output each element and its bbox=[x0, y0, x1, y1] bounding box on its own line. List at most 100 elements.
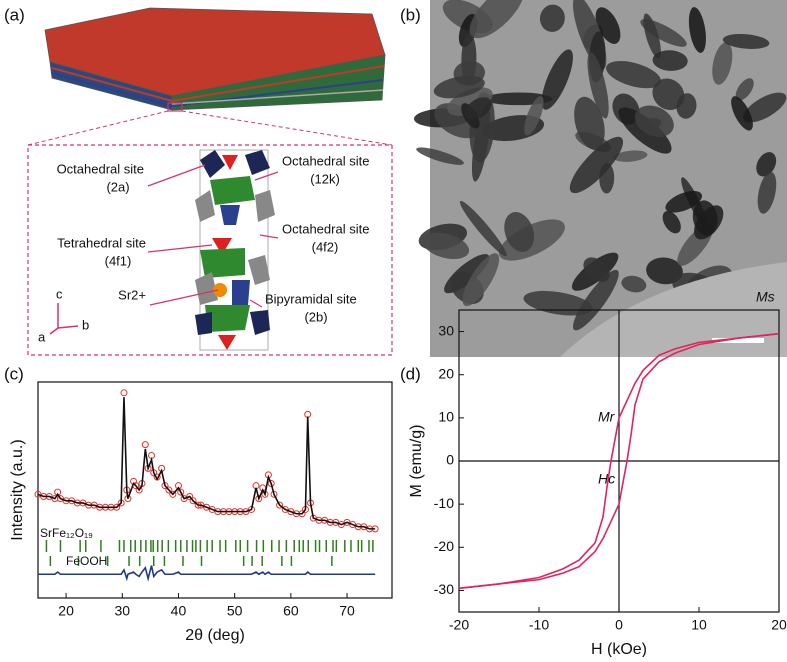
particle bbox=[574, 96, 605, 150]
x-axis-label: H (kOe) bbox=[591, 641, 647, 657]
zoom-line bbox=[27, 110, 169, 146]
particle bbox=[731, 96, 753, 131]
y-tick-label: -20 bbox=[434, 538, 454, 554]
panel-label: (c) bbox=[4, 364, 24, 383]
series-line bbox=[38, 565, 376, 582]
x-axis-label: 2θ (deg) bbox=[185, 627, 245, 644]
x-tick-label: 40 bbox=[171, 603, 187, 619]
site-code: (4f2) bbox=[312, 239, 339, 254]
unit-cell bbox=[195, 149, 275, 351]
particle bbox=[722, 33, 770, 49]
particle bbox=[621, 275, 647, 293]
zoom-box bbox=[27, 144, 393, 356]
particle bbox=[587, 52, 609, 119]
particle bbox=[462, 253, 500, 307]
particle bbox=[523, 290, 593, 316]
particle bbox=[572, 269, 619, 331]
x-tick-label: 10 bbox=[691, 617, 707, 633]
particle bbox=[524, 96, 544, 136]
site-name: Bipyramidal site bbox=[265, 291, 357, 306]
particle bbox=[541, 49, 573, 110]
y-axis-label: Intensity (a.u.) bbox=[9, 439, 26, 540]
particle bbox=[583, 257, 610, 283]
panel-label: (d) bbox=[400, 364, 421, 383]
panel-label: (a) bbox=[4, 5, 25, 24]
particle bbox=[662, 210, 681, 234]
slab bbox=[44, 7, 386, 112]
particle bbox=[613, 150, 648, 162]
particle bbox=[646, 257, 683, 285]
particle bbox=[464, 97, 492, 120]
site-code: (2a) bbox=[106, 179, 129, 194]
particle bbox=[692, 200, 718, 236]
observed-point bbox=[135, 486, 143, 494]
particle bbox=[712, 42, 733, 85]
particle bbox=[422, 232, 470, 260]
y-tick-label: 10 bbox=[438, 409, 454, 425]
particle bbox=[643, 13, 661, 59]
particle bbox=[665, 190, 703, 213]
particles bbox=[413, 0, 787, 331]
observed-point bbox=[304, 410, 312, 418]
particle bbox=[634, 105, 674, 137]
site-name: Octahedral site bbox=[282, 153, 369, 168]
observed-point bbox=[120, 389, 128, 397]
particle bbox=[756, 152, 777, 177]
y-tick-label: 0 bbox=[446, 452, 454, 468]
observed-point bbox=[189, 497, 197, 505]
observed-point bbox=[169, 490, 177, 498]
axis-name: a bbox=[38, 329, 46, 344]
particle bbox=[688, 7, 706, 53]
ion-label: Sr2+ bbox=[118, 287, 146, 302]
scale-bar bbox=[712, 338, 764, 343]
phase-label: FeOOH bbox=[66, 554, 107, 568]
particle bbox=[459, 200, 507, 257]
observed-point bbox=[177, 488, 185, 496]
series-line bbox=[458, 332, 780, 590]
particle bbox=[539, 4, 565, 32]
particle bbox=[652, 78, 685, 110]
y-tick-label: -10 bbox=[434, 495, 454, 511]
x-tick-label: -20 bbox=[449, 617, 469, 633]
observed-point bbox=[148, 451, 156, 459]
x-tick-label: 0 bbox=[615, 617, 623, 633]
y-tick-label: 20 bbox=[438, 365, 454, 381]
axis-name: b bbox=[82, 317, 89, 332]
x-tick-label: 50 bbox=[227, 603, 243, 619]
particle bbox=[676, 93, 697, 119]
observed-point bbox=[165, 486, 173, 494]
x-tick-label: -10 bbox=[529, 617, 549, 633]
x-tick-label: 30 bbox=[114, 603, 130, 619]
site-code: (4f1) bbox=[105, 253, 132, 268]
site-name: Octahedral site bbox=[282, 221, 369, 236]
particle bbox=[743, 92, 787, 123]
y-axis-label: M (emu/g) bbox=[408, 425, 425, 498]
annotation: Mr bbox=[598, 409, 616, 425]
particle bbox=[595, 7, 621, 44]
particle bbox=[504, 212, 535, 252]
particle bbox=[735, 78, 754, 101]
particle bbox=[652, 50, 688, 71]
site-code: (12k) bbox=[310, 171, 340, 186]
observed-point bbox=[276, 501, 284, 509]
x-tick-label: 20 bbox=[771, 617, 787, 633]
annotation: Ms bbox=[756, 289, 775, 305]
y-tick-label: 30 bbox=[438, 322, 454, 338]
site-name: Octahedral site bbox=[57, 161, 144, 176]
series-line bbox=[37, 397, 376, 530]
panel-label: (b) bbox=[400, 5, 421, 24]
axes-icon bbox=[49, 303, 79, 335]
series-line bbox=[458, 332, 780, 590]
axis-name: c bbox=[56, 286, 63, 301]
annotation: Hc bbox=[598, 471, 615, 487]
zoom-line bbox=[181, 110, 393, 146]
plot-frame bbox=[37, 381, 393, 599]
particle bbox=[416, 147, 464, 165]
leader-lines bbox=[147, 164, 279, 308]
particle bbox=[569, 136, 624, 194]
particle bbox=[433, 75, 485, 99]
observed-point bbox=[141, 441, 149, 449]
x-tick-label: 70 bbox=[339, 603, 355, 619]
y-tick-label: -30 bbox=[434, 581, 454, 597]
